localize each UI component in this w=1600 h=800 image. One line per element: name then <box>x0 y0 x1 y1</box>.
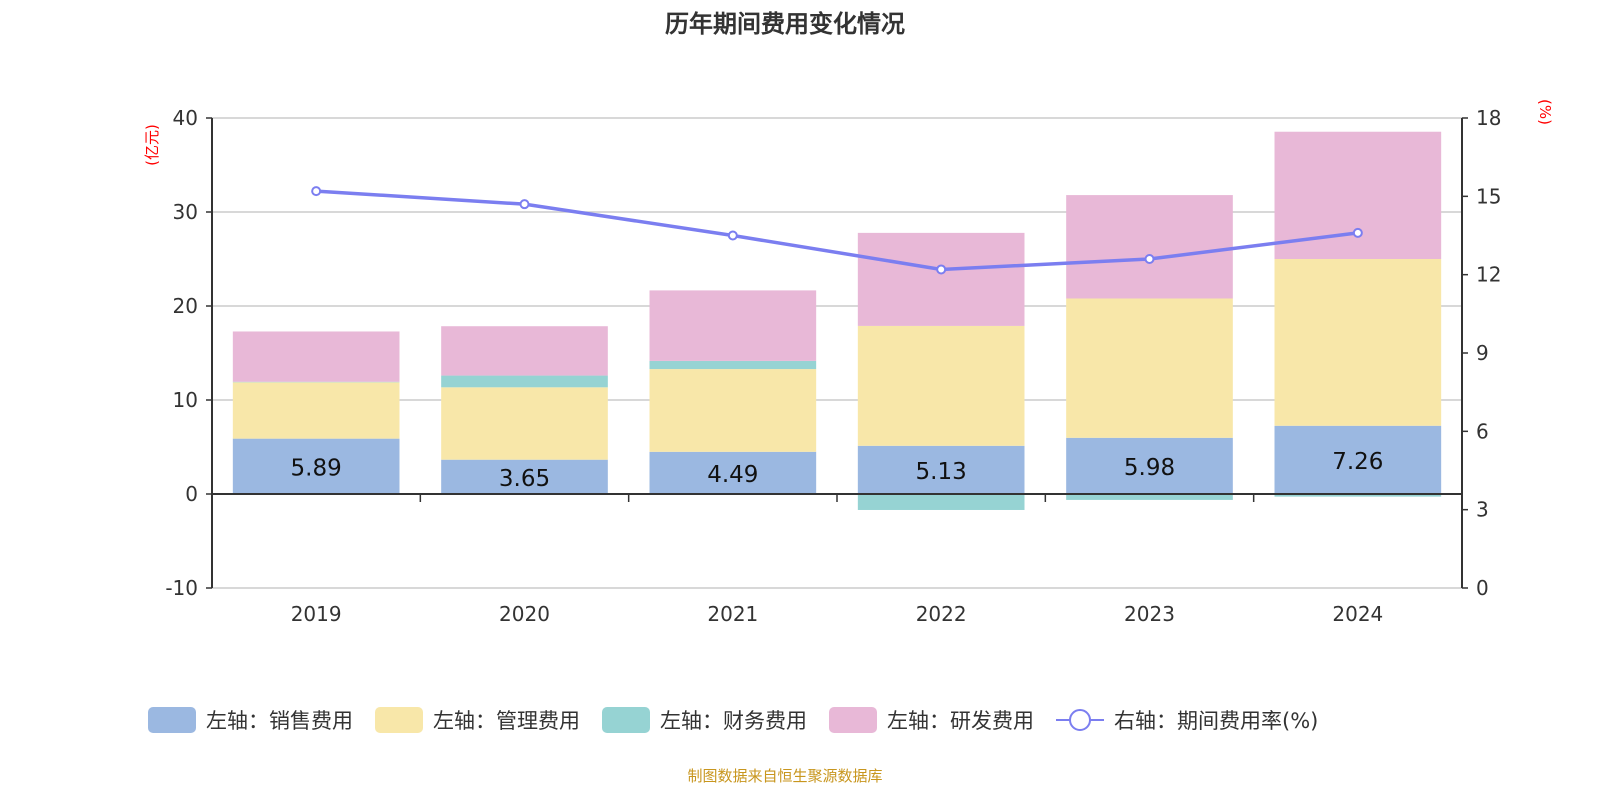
bar-2023 <box>1066 195 1233 299</box>
legend-label: 左轴：研发费用 <box>887 709 1034 733</box>
bar-label: 4.49 <box>707 462 758 488</box>
bar-2019 <box>232 331 400 382</box>
bar-label: 3.65 <box>499 466 550 492</box>
x-tick-label: 2022 <box>916 602 967 626</box>
left-tick-label: 40 <box>173 106 198 130</box>
left-tick-label: 30 <box>173 200 198 224</box>
bar-2023 <box>1066 437 1233 494</box>
bar-2019 <box>232 438 400 494</box>
right-tick-label: 0 <box>1476 576 1489 600</box>
right-axis-unit: (%) <box>1536 99 1554 125</box>
right-tick-label: 3 <box>1476 498 1489 522</box>
bar-label: 5.13 <box>916 459 967 485</box>
bar-2020 <box>441 375 608 388</box>
left-axis-unit: (亿元) <box>143 124 161 166</box>
legend-label: 左轴：管理费用 <box>433 709 580 733</box>
x-tick-label: 2021 <box>707 602 758 626</box>
left-tick-label: 10 <box>173 388 198 412</box>
x-tick-label: 2020 <box>499 602 550 626</box>
left-tick-label: -10 <box>165 576 198 600</box>
bar-2020 <box>441 326 608 376</box>
legend-swatch <box>375 707 423 733</box>
line-series <box>316 189 1359 272</box>
right-tick-label: 6 <box>1476 419 1489 443</box>
x-tick-label: 2023 <box>1124 602 1175 626</box>
x-tick-label: 2019 <box>291 602 342 626</box>
line-point <box>936 264 947 275</box>
legend-label: 左轴：销售费用 <box>206 709 353 733</box>
right-tick-label: 12 <box>1476 263 1501 287</box>
bar-2019 <box>232 381 400 383</box>
bar-2024 <box>1274 259 1442 426</box>
x-tick-label: 2024 <box>1332 602 1383 626</box>
bar-2020 <box>441 459 608 494</box>
line-point <box>519 199 530 210</box>
bar-2023 <box>1066 494 1233 500</box>
bar-2021 <box>649 369 817 452</box>
legend-swatch <box>829 707 877 733</box>
bar-2022 <box>857 232 1025 326</box>
left-tick-label: 0 <box>185 482 198 506</box>
bar-label: 5.98 <box>1124 455 1175 481</box>
bar-2022 <box>857 325 1025 446</box>
bar-label: 7.26 <box>1332 449 1383 475</box>
bar-2021 <box>649 360 817 370</box>
right-tick-label: 9 <box>1476 341 1489 365</box>
line-point <box>1144 254 1155 264</box>
legend-swatch <box>602 707 650 733</box>
legend-swatch <box>148 707 196 733</box>
bar-2024 <box>1274 425 1442 494</box>
left-tick-label: 20 <box>173 294 198 318</box>
bar-2020 <box>441 387 608 460</box>
right-tick-label: 15 <box>1476 184 1501 208</box>
right-tick-label: 18 <box>1476 106 1501 130</box>
bar-2021 <box>649 451 817 494</box>
bar-2022 <box>857 494 1025 510</box>
bar-2021 <box>649 290 817 361</box>
bar-2024 <box>1274 494 1442 497</box>
bar-2023 <box>1066 298 1233 438</box>
chart-title: 历年期间费用变化情况 <box>665 10 905 38</box>
legend-label: 左轴：财务费用 <box>660 709 807 733</box>
bar-label: 5.89 <box>291 455 342 481</box>
bar-2022 <box>857 445 1025 494</box>
bar-2019 <box>232 382 400 439</box>
legend-marker-icon <box>1069 709 1091 731</box>
legend-label: 右轴：期间费用率(%) <box>1114 709 1318 733</box>
line-point <box>311 186 322 197</box>
line-point <box>727 230 738 241</box>
source-note: 制图数据来自恒生聚源数据库 <box>687 767 882 785</box>
line-point <box>1352 227 1363 238</box>
